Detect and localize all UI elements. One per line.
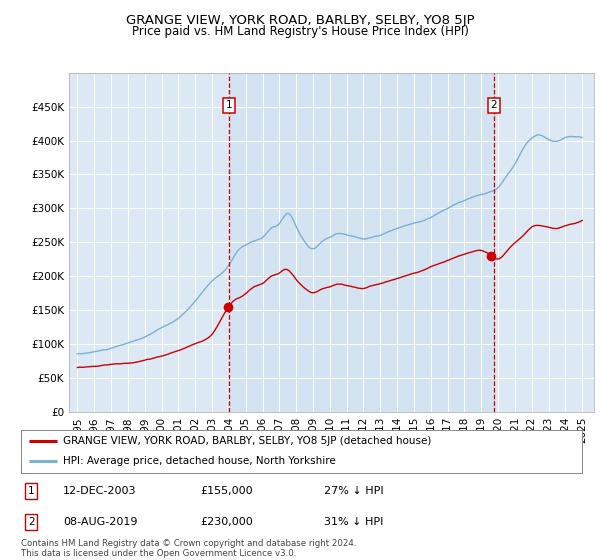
Text: Price paid vs. HM Land Registry's House Price Index (HPI): Price paid vs. HM Land Registry's House … (131, 25, 469, 38)
Text: £230,000: £230,000 (200, 517, 253, 527)
Text: 27% ↓ HPI: 27% ↓ HPI (324, 486, 383, 496)
Text: GRANGE VIEW, YORK ROAD, BARLBY, SELBY, YO8 5JP (detached house): GRANGE VIEW, YORK ROAD, BARLBY, SELBY, Y… (63, 436, 431, 446)
Text: HPI: Average price, detached house, North Yorkshire: HPI: Average price, detached house, Nort… (63, 456, 336, 466)
Text: 1: 1 (226, 100, 232, 110)
Text: 08-AUG-2019: 08-AUG-2019 (63, 517, 137, 527)
Bar (229, 73, 494, 412)
Text: GRANGE VIEW, YORK ROAD, BARLBY, SELBY, YO8 5JP: GRANGE VIEW, YORK ROAD, BARLBY, SELBY, Y… (125, 14, 475, 27)
Text: 31% ↓ HPI: 31% ↓ HPI (324, 517, 383, 527)
Text: Contains HM Land Registry data © Crown copyright and database right 2024.
This d: Contains HM Land Registry data © Crown c… (21, 539, 356, 558)
Text: 2: 2 (28, 517, 34, 527)
Text: 2: 2 (491, 100, 497, 110)
Text: £155,000: £155,000 (200, 486, 253, 496)
Text: 12-DEC-2003: 12-DEC-2003 (63, 486, 137, 496)
Text: 1: 1 (28, 486, 34, 496)
